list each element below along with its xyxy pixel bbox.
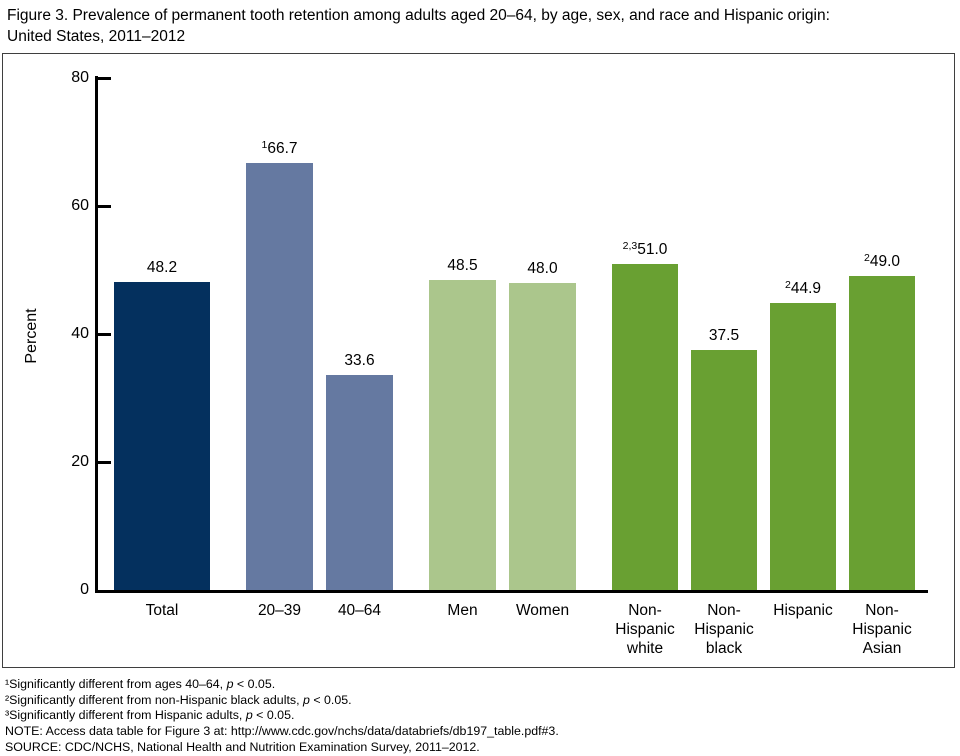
footnote-text: < 0.05. (233, 677, 276, 691)
chart-panel: Percent 0 20 40 60 80 48.2 Total 166.7 20–39 33.6… (2, 53, 955, 668)
value-label-non-hispanic-asian: 249.0 (863, 252, 900, 270)
footnote-text: ²Significantly different from non-Hispan… (5, 692, 303, 707)
bar-20-39 (246, 163, 313, 590)
footnote-line-3: ³Significantly different from Hispanic a… (5, 708, 559, 724)
x-axis-line (95, 590, 928, 593)
x-tick-label-men: Men (447, 602, 478, 619)
value-label-men: 48.5 (447, 257, 478, 274)
y-tick-label-40: 40 (71, 325, 89, 342)
value-label-total: 48.2 (146, 259, 178, 276)
value-label-40-64: 33.6 (344, 352, 375, 369)
bar-40-64 (326, 375, 393, 590)
bar-non-hispanic-white (612, 264, 678, 590)
x-tick-label-non-hispanic-black: Non- Hispanic black (694, 602, 754, 657)
footnote-italic-p: p (245, 708, 253, 723)
y-axis-line (95, 76, 98, 593)
y-tick-label-0: 0 (80, 581, 89, 598)
bar-total (114, 282, 210, 590)
bar-non-hispanic-black (691, 350, 757, 590)
bar-non-hispanic-asian (849, 276, 915, 590)
footnotes: ¹Significantly different from ages 40–64… (5, 677, 559, 756)
footnote-text: ³Significantly different from Hispanic a… (5, 708, 246, 723)
value-label-non-hispanic-white: 2,351.0 (622, 240, 668, 258)
footnote-text: SOURCE: CDC/NCHS, National Health and Nu… (5, 739, 480, 754)
value-superscript-20-39: 1 (261, 139, 268, 151)
x-tick-label-40-64: 40–64 (337, 602, 382, 619)
y-tick-label-20: 20 (71, 453, 89, 470)
footnote-text: NOTE: Access data table for Figure 3 at:… (5, 724, 559, 739)
footnote-text: < 0.05. (252, 708, 295, 723)
value-superscript-hispanic: 2 (784, 279, 791, 291)
y-tick-60 (98, 205, 111, 208)
x-tick-label-non-hispanic-white: Non- Hispanic white (615, 602, 675, 657)
footnote-line-1: ¹Significantly different from ages 40–64… (5, 677, 559, 693)
y-tick-20 (98, 461, 111, 464)
footnote-line-2: ²Significantly different from non-Hispan… (5, 693, 559, 709)
x-tick-label-hispanic: Hispanic (773, 602, 833, 619)
value-label-women: 48.0 (527, 260, 558, 277)
value-superscript-non-hispanic-asian: 2 (863, 252, 870, 264)
footnote-line-4: NOTE: Access data table for Figure 3 at:… (5, 724, 559, 740)
footnote-italic-p: p (226, 677, 234, 691)
footnote-italic-p: p (302, 692, 310, 707)
footnote-text: ¹Significantly different from ages 40–64… (5, 677, 227, 691)
value-superscript-non-hispanic-white: 2,3 (622, 240, 638, 252)
y-tick-label-60: 60 (71, 197, 89, 214)
figure-title: Figure 3. Prevalence of permanent tooth … (7, 7, 830, 45)
footnote-text: < 0.05. (309, 692, 352, 707)
y-tick-40 (98, 333, 111, 336)
value-label-non-hispanic-black: 37.5 (708, 327, 740, 344)
value-label-20-39: 166.7 (261, 139, 298, 157)
x-tick-label-women: Women (515, 602, 570, 619)
x-tick-label-total: Total (145, 602, 179, 619)
bar-men (429, 280, 496, 590)
y-tick-80 (98, 77, 111, 80)
bar-hispanic (770, 303, 836, 590)
x-tick-label-20-39: 20–39 (257, 602, 302, 619)
x-tick-label-non-hispanic-asian: Non- Hispanic Asian (852, 602, 912, 657)
bar-women (509, 283, 576, 590)
footnote-line-5: SOURCE: CDC/NCHS, National Health and Nu… (5, 740, 559, 756)
y-tick-label-80: 80 (71, 69, 89, 86)
value-label-hispanic: 244.9 (784, 279, 821, 297)
